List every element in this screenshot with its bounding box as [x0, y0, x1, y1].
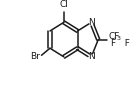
- Text: F   F: F F: [111, 39, 130, 48]
- Text: Cl: Cl: [59, 0, 68, 9]
- Text: Br: Br: [30, 52, 40, 61]
- Text: N: N: [88, 18, 95, 27]
- Text: CF: CF: [109, 32, 120, 41]
- Text: N: N: [88, 52, 95, 61]
- Text: 3: 3: [116, 36, 120, 41]
